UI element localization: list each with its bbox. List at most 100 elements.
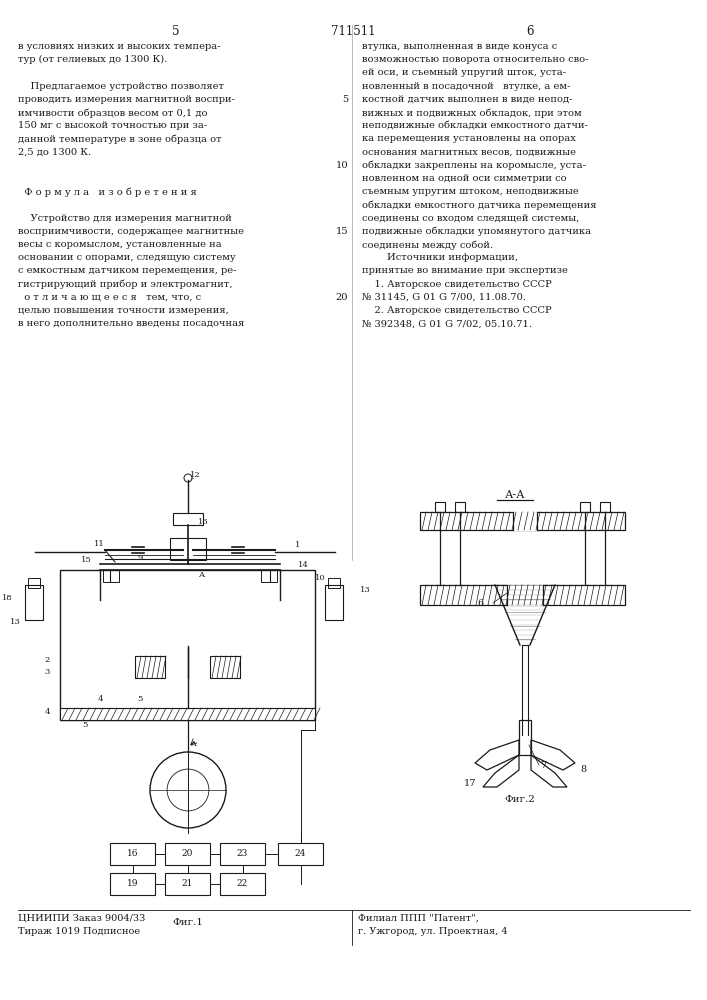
Bar xyxy=(210,656,240,678)
Text: 16: 16 xyxy=(127,850,139,858)
Text: Предлагаемое устройство позволяет: Предлагаемое устройство позволяет xyxy=(18,82,224,91)
Text: весы с коромыслом, установленные на: весы с коромыслом, установленные на xyxy=(18,240,222,249)
Bar xyxy=(580,585,590,595)
Text: Фиг.1: Фиг.1 xyxy=(173,918,204,927)
Bar xyxy=(328,578,340,588)
Bar xyxy=(519,720,531,755)
Text: № 31145, G 01 G 7/00, 11.08.70.: № 31145, G 01 G 7/00, 11.08.70. xyxy=(362,293,526,302)
Text: 10: 10 xyxy=(315,574,326,582)
Bar xyxy=(220,843,265,865)
Bar xyxy=(173,513,203,525)
Text: соединены между собой.: соединены между собой. xyxy=(362,240,493,249)
Bar xyxy=(420,512,625,530)
Bar xyxy=(28,578,40,588)
Text: 12: 12 xyxy=(190,471,201,479)
Bar xyxy=(110,873,155,895)
Text: 2: 2 xyxy=(45,656,50,664)
Text: 7: 7 xyxy=(540,760,546,770)
Text: соединены со входом следящей системы,: соединены со входом следящей системы, xyxy=(362,214,579,223)
Text: новленный в посадочной   втулке, а ем-: новленный в посадочной втулке, а ем- xyxy=(362,82,571,91)
Text: съемным упругим штоком, неподвижные: съемным упругим штоком, неподвижные xyxy=(362,187,579,196)
Text: 5: 5 xyxy=(341,95,348,104)
Text: 14: 14 xyxy=(298,561,309,569)
Bar xyxy=(220,873,265,895)
Bar xyxy=(135,656,165,678)
Text: о т л и ч а ю щ е е с я   тем, что, с: о т л и ч а ю щ е е с я тем, что, с xyxy=(18,293,201,302)
Bar xyxy=(25,585,43,620)
Text: основания магнитных весов, подвижные: основания магнитных весов, подвижные xyxy=(362,148,576,157)
Text: неподвижные обкладки емкостного датчи-: неподвижные обкладки емкостного датчи- xyxy=(362,121,588,130)
Text: 5: 5 xyxy=(173,25,180,38)
Text: в него дополнительно введены посадочная: в него дополнительно введены посадочная xyxy=(18,319,245,328)
Text: ЦНИИПИ Заказ 9004/33: ЦНИИПИ Заказ 9004/33 xyxy=(18,914,146,923)
Text: подвижные обкладки упомянутого датчика: подвижные обкладки упомянутого датчика xyxy=(362,227,591,236)
Bar xyxy=(513,511,537,531)
Text: 3: 3 xyxy=(45,668,50,676)
Text: восприимчивости, содержащее магнитные: восприимчивости, содержащее магнитные xyxy=(18,227,244,236)
Text: № 392348, G 01 G 7/02, 05.10.71.: № 392348, G 01 G 7/02, 05.10.71. xyxy=(362,319,532,328)
Text: данной температуре в зоне образца от: данной температуре в зоне образца от xyxy=(18,134,221,144)
Bar xyxy=(103,570,119,582)
Bar xyxy=(600,502,610,512)
Text: с емкостным датчиком перемещения, ре-: с емкостным датчиком перемещения, ре- xyxy=(18,266,237,275)
Bar xyxy=(165,843,210,865)
Bar xyxy=(455,585,465,595)
Text: в условиях низких и высоких темпера-: в условиях низких и высоких темпера- xyxy=(18,42,221,51)
Bar xyxy=(165,873,210,895)
Text: Тираж 1019 Подписное: Тираж 1019 Подписное xyxy=(18,927,140,936)
Text: Устройство для измерения магнитной: Устройство для измерения магнитной xyxy=(18,214,232,223)
Text: 24: 24 xyxy=(295,850,306,858)
Text: возможностью поворота относительно сво-: возможностью поворота относительно сво- xyxy=(362,55,588,64)
Text: 6: 6 xyxy=(526,25,534,38)
Text: 13: 13 xyxy=(360,586,370,594)
Text: 4: 4 xyxy=(45,708,50,716)
Text: 13: 13 xyxy=(10,618,21,626)
Text: целью повышения точности измерения,: целью повышения точности измерения, xyxy=(18,306,229,315)
Text: 11: 11 xyxy=(94,540,105,548)
Text: 17: 17 xyxy=(464,778,477,788)
Text: 711511: 711511 xyxy=(331,25,375,38)
Text: 22: 22 xyxy=(237,880,248,888)
Text: 8: 8 xyxy=(580,766,586,774)
Text: 2,5 до 1300 К.: 2,5 до 1300 К. xyxy=(18,148,91,157)
Text: 1. Авторское свидетельство СССР: 1. Авторское свидетельство СССР xyxy=(362,280,551,289)
Bar xyxy=(600,585,610,595)
Text: Фиг.2: Фиг.2 xyxy=(505,795,535,804)
Text: 4: 4 xyxy=(98,695,103,703)
Text: А-А: А-А xyxy=(505,490,525,500)
Bar xyxy=(455,502,465,512)
Text: обкладки закреплены на коромысле, уста-: обкладки закреплены на коромысле, уста- xyxy=(362,161,586,170)
Text: 1: 1 xyxy=(295,541,300,549)
Text: 15: 15 xyxy=(335,227,348,236)
Bar xyxy=(435,585,445,595)
Text: ка перемещения установлены на опорах: ка перемещения установлены на опорах xyxy=(362,134,576,143)
Bar xyxy=(110,843,155,865)
Text: 19: 19 xyxy=(127,880,139,888)
Text: Источники информации,: Источники информации, xyxy=(362,253,518,262)
Bar xyxy=(507,584,543,606)
Text: имчивости образцов весом от 0,1 до: имчивости образцов весом от 0,1 до xyxy=(18,108,207,117)
Text: 5: 5 xyxy=(137,695,143,703)
Bar xyxy=(60,570,315,720)
Text: 9: 9 xyxy=(138,554,144,562)
Text: обкладки емкостного датчика перемещения: обкладки емкостного датчика перемещения xyxy=(362,200,597,210)
Text: гистрирующий прибор и электромагнит,: гистрирующий прибор и электромагнит, xyxy=(18,280,233,289)
Text: вижных и подвижных обкладок, при этом: вижных и подвижных обкладок, при этом xyxy=(362,108,582,117)
Text: втулка, выполненная в виде конуса с: втулка, выполненная в виде конуса с xyxy=(362,42,557,51)
Text: A: A xyxy=(198,571,204,579)
Bar xyxy=(435,502,445,512)
Text: 6: 6 xyxy=(477,598,483,607)
Text: ей оси, и съемный упругий шток, уста-: ей оси, и съемный упругий шток, уста- xyxy=(362,68,566,77)
Text: 21: 21 xyxy=(182,880,193,888)
Text: 20: 20 xyxy=(182,850,193,858)
Text: 23: 23 xyxy=(237,850,248,858)
Text: А: А xyxy=(191,740,197,748)
Text: 150 мг с высокой точностью при за-: 150 мг с высокой точностью при за- xyxy=(18,121,207,130)
Bar xyxy=(278,843,323,865)
Bar xyxy=(261,570,277,582)
Bar xyxy=(420,585,625,605)
Text: 15: 15 xyxy=(81,556,92,564)
Text: 16: 16 xyxy=(198,518,209,526)
Text: основании с опорами, следящую систему: основании с опорами, следящую систему xyxy=(18,253,235,262)
Text: Ф о р м у л а   и з о б р е т е н и я: Ф о р м у л а и з о б р е т е н и я xyxy=(18,187,197,197)
